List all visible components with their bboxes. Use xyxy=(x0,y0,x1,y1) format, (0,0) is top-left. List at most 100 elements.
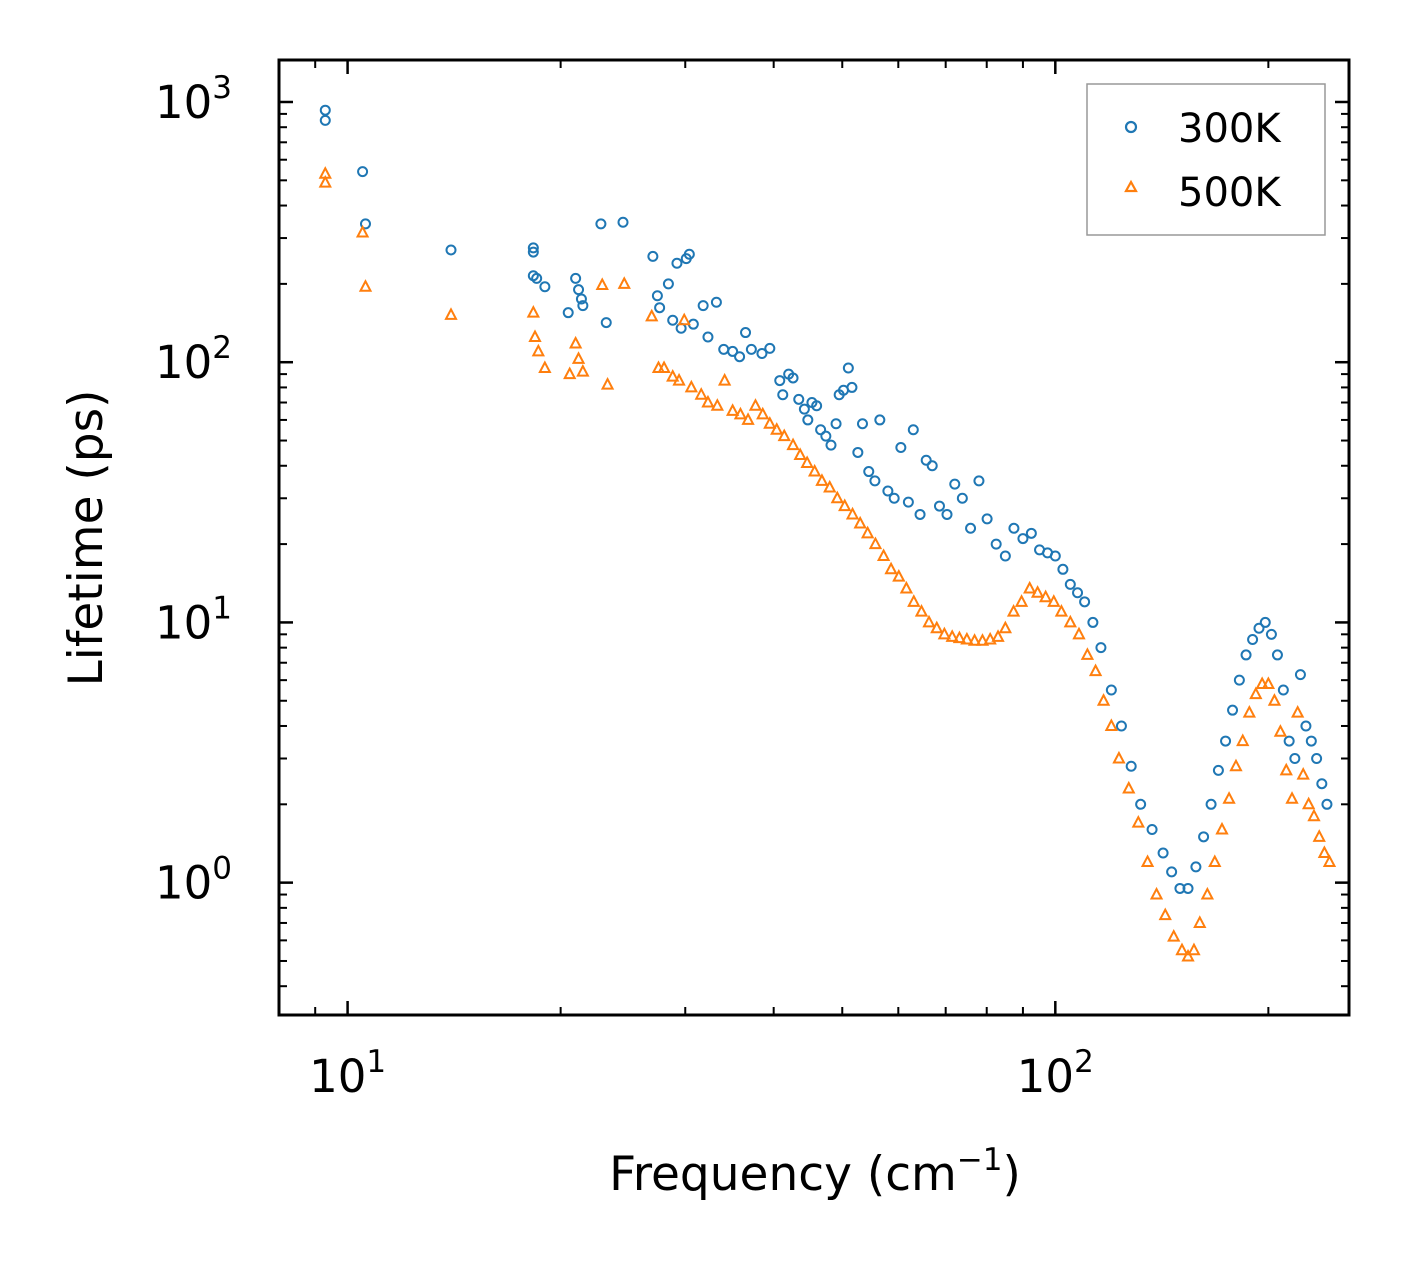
point-500k xyxy=(1222,791,1236,804)
point-500k xyxy=(1038,589,1053,603)
series-300k xyxy=(319,104,1333,894)
point-300k xyxy=(888,492,900,504)
point-500k xyxy=(528,329,542,342)
point-500k xyxy=(922,614,936,628)
x-tick-label: 102 xyxy=(1017,1044,1094,1103)
point-500k xyxy=(853,515,867,529)
point-300k xyxy=(1157,847,1169,859)
point-500k xyxy=(930,620,944,634)
point-300k xyxy=(1259,616,1271,628)
point-300k xyxy=(577,300,589,312)
point-300k xyxy=(1316,778,1328,790)
point-300k xyxy=(1057,563,1069,575)
point-300k xyxy=(667,314,679,326)
point-500k xyxy=(1290,705,1305,718)
point-500k xyxy=(733,406,748,420)
point-500k xyxy=(1249,686,1263,700)
point-500k xyxy=(725,403,740,416)
point-500k xyxy=(1023,580,1037,594)
point-500k xyxy=(998,620,1013,634)
point-500k xyxy=(975,633,990,646)
point-500k xyxy=(1104,718,1119,731)
point-500k xyxy=(937,626,952,640)
point-300k xyxy=(856,418,868,430)
point-500k xyxy=(770,422,784,435)
point-300k xyxy=(445,244,457,256)
series-500k xyxy=(318,166,1337,962)
point-300k xyxy=(1321,798,1333,810)
point-500k xyxy=(1193,915,1207,928)
point-300k xyxy=(965,522,977,534)
legend-box xyxy=(1086,83,1326,236)
point-300k xyxy=(357,166,369,178)
point-500k xyxy=(1047,594,1061,607)
point-300k xyxy=(825,439,837,451)
point-300k xyxy=(1277,684,1289,696)
point-300k xyxy=(1283,735,1295,747)
point-300k xyxy=(999,550,1011,562)
point-500k xyxy=(1140,854,1155,868)
point-500k xyxy=(1215,821,1229,835)
point-300k xyxy=(647,250,659,262)
point-500k xyxy=(786,437,800,451)
point-300k xyxy=(973,475,985,487)
point-500k xyxy=(763,416,777,429)
point-500k xyxy=(967,633,982,646)
point-300k xyxy=(1182,882,1194,894)
point-300k xyxy=(895,442,907,454)
point-300k xyxy=(920,454,932,466)
point-500k xyxy=(694,387,708,400)
point-500k xyxy=(884,561,898,575)
point-500k xyxy=(793,447,807,460)
point-500k xyxy=(1054,604,1069,617)
point-300k xyxy=(949,478,961,490)
point-300k xyxy=(1025,527,1037,539)
point-300k xyxy=(319,114,331,126)
point-300k xyxy=(539,281,551,293)
point-300k xyxy=(671,257,683,269)
y-tick-label: 103 xyxy=(155,70,232,129)
point-300k xyxy=(1087,616,1099,628)
point-300k xyxy=(531,272,543,284)
legend: 300K 500K xyxy=(1086,83,1326,236)
point-500k xyxy=(318,174,332,188)
point-300k xyxy=(874,414,886,426)
point-500k xyxy=(1301,796,1316,810)
legend-label-500k: 500K xyxy=(1178,170,1282,216)
point-300k xyxy=(1227,704,1239,716)
point-300k xyxy=(1253,622,1265,634)
point-300k xyxy=(575,293,587,305)
tick-labels: 101 102 100 101 102 103 xyxy=(155,70,1094,1103)
point-300k xyxy=(359,218,371,230)
point-300k xyxy=(1311,752,1323,764)
point-300k xyxy=(1017,533,1029,545)
point-500k xyxy=(526,305,540,318)
point-500k xyxy=(1242,705,1256,718)
point-300k xyxy=(842,362,854,374)
point-500k xyxy=(823,479,837,493)
point-500k xyxy=(1063,614,1077,628)
point-500k xyxy=(830,490,844,504)
legend-marker-500k xyxy=(1124,179,1138,193)
point-300k xyxy=(1289,752,1301,764)
point-300k xyxy=(830,418,842,430)
point-300k xyxy=(774,375,786,387)
point-300k xyxy=(662,278,674,290)
point-500k xyxy=(1175,942,1189,956)
point-500k xyxy=(1255,676,1269,689)
point-500k xyxy=(741,412,755,425)
point-300k xyxy=(902,496,914,508)
x-tick-label: 101 xyxy=(309,1044,386,1103)
point-500k xyxy=(1072,626,1086,640)
point-300k xyxy=(926,460,938,472)
point-300k xyxy=(319,104,331,116)
point-500k xyxy=(358,279,373,292)
point-500k xyxy=(1112,750,1126,764)
point-300k xyxy=(793,393,805,405)
point-500k xyxy=(710,398,724,411)
point-500k xyxy=(983,631,997,645)
point-300k xyxy=(1135,798,1147,810)
point-300k xyxy=(1233,674,1245,686)
point-300k xyxy=(802,414,814,426)
y-axis-title: Lifetime (ps) xyxy=(59,390,114,687)
